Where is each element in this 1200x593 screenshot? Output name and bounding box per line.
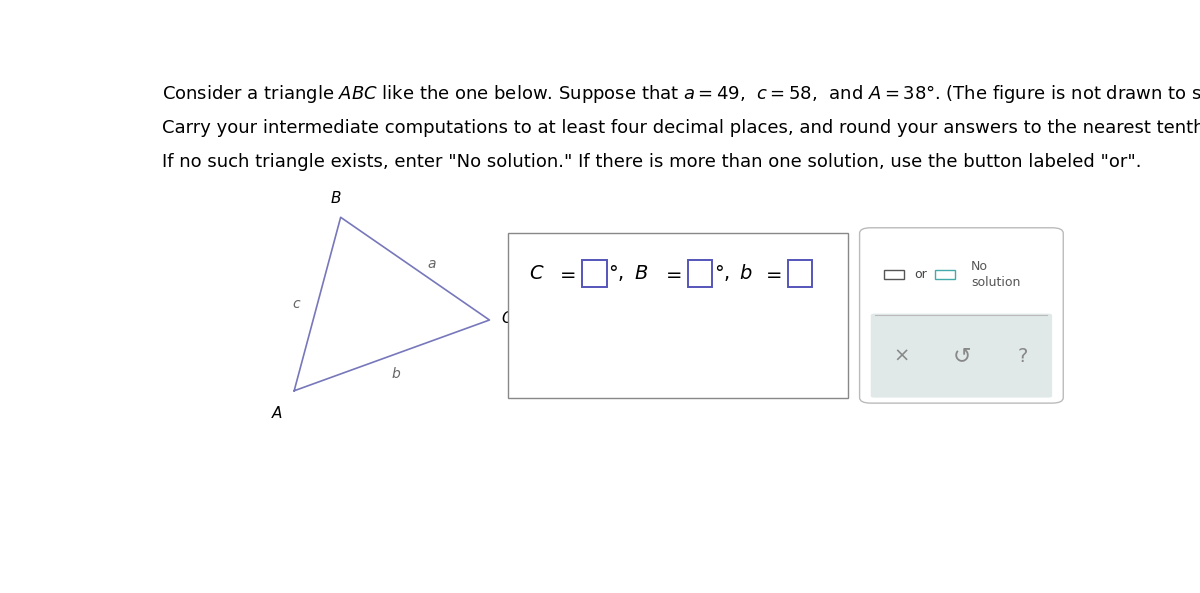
Text: $=$: $=$ xyxy=(557,264,576,283)
Text: $=$: $=$ xyxy=(762,264,782,283)
FancyBboxPatch shape xyxy=(788,260,812,286)
Text: $\mathit{A}$: $\mathit{A}$ xyxy=(271,406,283,422)
Text: $\mathit{b}$: $\mathit{b}$ xyxy=(739,264,752,283)
Text: $\mathit{B}$: $\mathit{B}$ xyxy=(634,264,648,283)
FancyBboxPatch shape xyxy=(582,260,607,286)
FancyBboxPatch shape xyxy=(935,270,955,279)
Text: ?: ? xyxy=(1018,347,1027,366)
FancyBboxPatch shape xyxy=(688,260,712,286)
Text: ↺: ↺ xyxy=(953,346,971,366)
Text: $°$,: $°$, xyxy=(608,263,624,283)
Text: Consider a triangle $\mathit{ABC}$ like the one below. Suppose that $a = 49$,  $: Consider a triangle $\mathit{ABC}$ like … xyxy=(162,82,1200,104)
Text: $\mathit{b}$: $\mathit{b}$ xyxy=(391,366,402,381)
Text: $\mathit{B}$: $\mathit{B}$ xyxy=(330,190,342,206)
Text: $=$: $=$ xyxy=(661,264,682,283)
Text: $\mathit{C}$: $\mathit{C}$ xyxy=(528,264,544,283)
FancyBboxPatch shape xyxy=(859,228,1063,403)
Text: Carry your intermediate computations to at least four decimal places, and round : Carry your intermediate computations to … xyxy=(162,119,1200,137)
Text: $°$,: $°$, xyxy=(714,263,730,283)
Text: $\mathit{a}$: $\mathit{a}$ xyxy=(427,257,437,271)
Text: No: No xyxy=(971,260,988,273)
Text: $\mathit{c}$: $\mathit{c}$ xyxy=(293,297,301,311)
FancyBboxPatch shape xyxy=(871,314,1052,398)
Text: If no such triangle exists, enter "No solution." If there is more than one solut: If no such triangle exists, enter "No so… xyxy=(162,154,1141,171)
FancyBboxPatch shape xyxy=(883,270,905,279)
FancyBboxPatch shape xyxy=(508,233,847,398)
Text: solution: solution xyxy=(971,276,1020,289)
Text: or: or xyxy=(914,268,928,281)
Text: $\mathit{C}$: $\mathit{C}$ xyxy=(500,310,514,326)
Text: ×: × xyxy=(893,347,910,366)
